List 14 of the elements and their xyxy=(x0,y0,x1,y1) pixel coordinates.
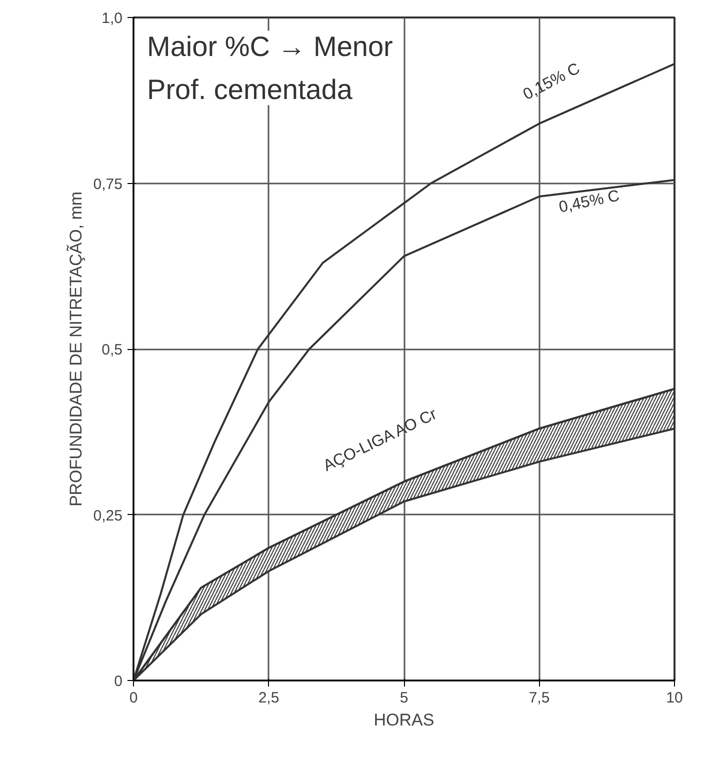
x-tick-label: 5 xyxy=(400,690,408,706)
x-tick-label: 0 xyxy=(129,690,138,706)
y-tick-label: 0 xyxy=(114,673,122,690)
y-tick-label: 0,25 xyxy=(93,507,123,524)
text: 0,45% C xyxy=(558,188,622,216)
y-tick-label: 1,0 xyxy=(102,10,123,27)
x-axis-title: HORAS xyxy=(374,710,434,730)
y-tick-label: 0,5 xyxy=(102,342,123,358)
y-axis-title: PROFUNDIDADE DE NITRETAÇÃO, mm xyxy=(66,191,86,507)
annotation: Maior %C → Menor Prof. cementada xyxy=(147,30,393,106)
x-tick-label: 2,5 xyxy=(258,690,280,706)
y-tick-label: 0,75 xyxy=(93,176,123,193)
x-tick-label: 10 xyxy=(666,690,683,706)
x-tick-label: 7,5 xyxy=(528,690,550,706)
